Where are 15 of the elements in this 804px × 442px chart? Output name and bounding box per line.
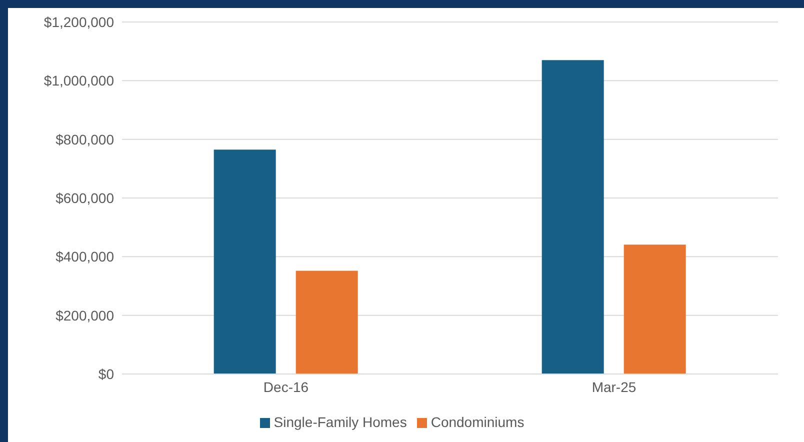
- y-tick-label: $0: [98, 366, 114, 382]
- legend-label: Condominiums: [430, 414, 524, 430]
- y-tick-label: $1,000,000: [44, 72, 114, 89]
- bar: [296, 270, 358, 374]
- legend-label: Single-Family Homes: [274, 414, 407, 430]
- x-tick-label: Mar-25: [592, 378, 636, 395]
- y-tick-label: $400,000: [56, 248, 114, 265]
- x-tick-label: Dec-16: [263, 378, 309, 395]
- y-tick-label: $800,000: [56, 131, 114, 148]
- y-tick-label: $1,200,000: [44, 14, 114, 30]
- bar: [624, 244, 686, 374]
- bar: [542, 60, 604, 374]
- y-tick-label: $600,000: [56, 190, 114, 206]
- bar: [214, 150, 276, 374]
- y-tick-label: $200,000: [56, 307, 114, 324]
